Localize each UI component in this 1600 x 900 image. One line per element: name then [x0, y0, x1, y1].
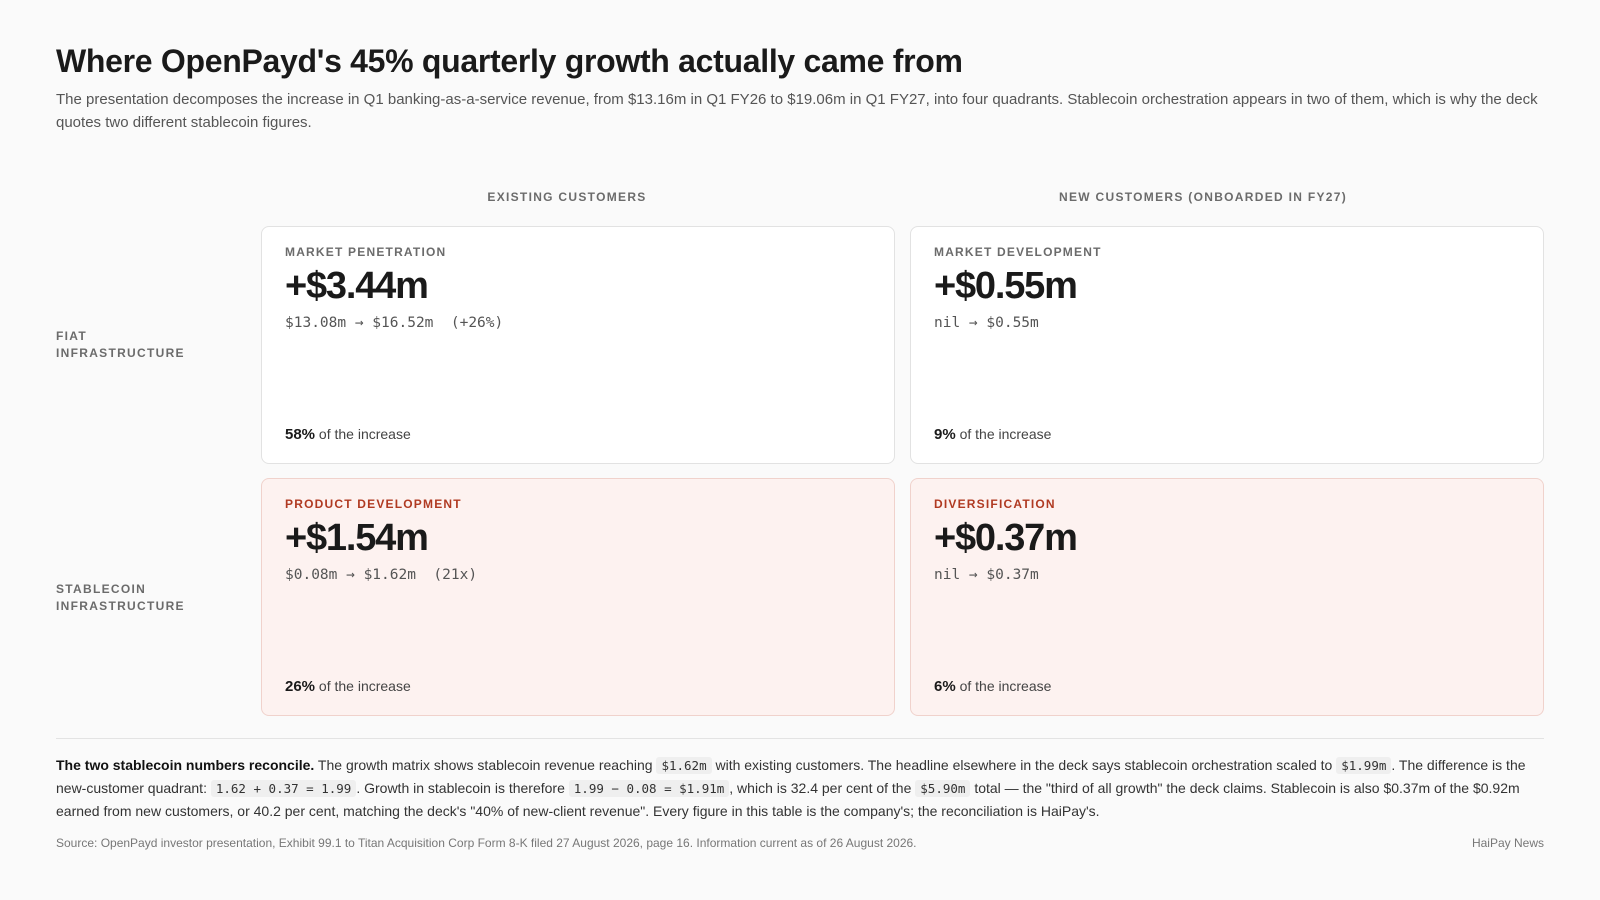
source-line: Source: OpenPayd investor presentation, … — [56, 836, 917, 850]
quadrant-value: +$0.37m — [934, 517, 1078, 559]
note-text-6: total — the "third of all growth" the de… — [56, 780, 1520, 819]
quadrant-card-market-penetration: MARKET PENETRATION +$3.44m $13.08m → $16.5… — [261, 226, 895, 464]
row-header-stablecoin: STABLECOIN INFRASTRUCTURE — [56, 582, 185, 613]
column-header-existing: EXISTING CUSTOMERS — [487, 190, 647, 204]
quadrant-share: 9% of the increase — [934, 426, 1051, 443]
quadrant-share: 58% of the increase — [285, 426, 411, 443]
note-code-4: 1.99 − 0.08 = $1.91m — [568, 780, 730, 797]
quadrant-share-pct: 26% — [285, 678, 316, 695]
quadrant-share-suffix: of the increase — [318, 678, 411, 694]
note-text-2: with existing customers. The headline el… — [711, 757, 1337, 773]
quadrant-share-pct: 58% — [285, 426, 316, 443]
page-title: Where OpenPayd's 45% quarterly growth ac… — [56, 43, 963, 79]
quadrant-value: +$1.54m — [285, 517, 429, 559]
note-code-5: $5.90m — [915, 780, 971, 797]
quadrant-share-suffix: of the increase — [959, 426, 1052, 442]
note-code-2: $1.99m — [1336, 757, 1392, 774]
quadrant-range: nil → $0.55m — [934, 315, 1039, 331]
quadrant-share-pct: 9% — [934, 426, 956, 443]
note-code-3: 1.62 + 0.37 = 1.99 — [210, 780, 357, 797]
quadrant-card-product-development: PRODUCT DEVELOPMENT +$1.54m $0.08m → $1.62… — [261, 478, 895, 716]
quadrant-value: +$3.44m — [285, 265, 429, 307]
quadrant-share-suffix: of the increase — [318, 426, 411, 442]
note-text-5: , which is 32.4 per cent of the — [729, 780, 916, 796]
row-header-fiat: FIAT INFRASTRUCTURE — [56, 329, 185, 360]
quadrant-range: nil → $0.37m — [934, 567, 1039, 583]
note-lead: The two stablecoin numbers reconcile. — [56, 757, 315, 773]
quadrant-range: $0.08m → $1.62m (21x) — [285, 567, 478, 583]
note-text-4: . Growth in stablecoin is therefore — [356, 780, 569, 796]
note-text-1: The growth matrix shows stablecoin reven… — [314, 757, 657, 773]
quadrant-card-market-development: MARKET DEVELOPMENT +$0.55m nil → $0.55m 9% … — [910, 226, 1544, 464]
column-header-new: NEW CUSTOMERS (ONBOARDED IN FY27) — [1058, 190, 1348, 204]
quadrant-share: 6% of the increase — [934, 678, 1051, 695]
reconciliation-note: The two stablecoin numbers reconcile. Th… — [56, 754, 1544, 823]
publisher-name: HaiPay News — [1471, 836, 1544, 850]
divider — [56, 738, 1544, 739]
note-code-1: $1.62m — [656, 757, 712, 774]
quadrant-label: PRODUCT DEVELOPMENT — [285, 497, 462, 511]
quadrant-range: $13.08m → $16.52m (+26%) — [285, 315, 504, 331]
quadrant-label: MARKET PENETRATION — [285, 245, 447, 259]
quadrant-label: DIVERSIFICATION — [934, 497, 1056, 511]
quadrant-card-diversification: DIVERSIFICATION +$0.37m nil → $0.37m 6% of … — [910, 478, 1544, 716]
page-subtitle: The presentation decomposes the increase… — [56, 91, 1538, 131]
quadrant-share: 26% of the increase — [285, 678, 411, 695]
quadrant-share-suffix: of the increase — [959, 678, 1052, 694]
note-text-3: . The difference is the new-customer qua… — [56, 757, 1526, 796]
quadrant-label: MARKET DEVELOPMENT — [934, 245, 1102, 259]
quadrant-value: +$0.55m — [934, 265, 1078, 307]
quadrant-share-pct: 6% — [934, 678, 956, 695]
